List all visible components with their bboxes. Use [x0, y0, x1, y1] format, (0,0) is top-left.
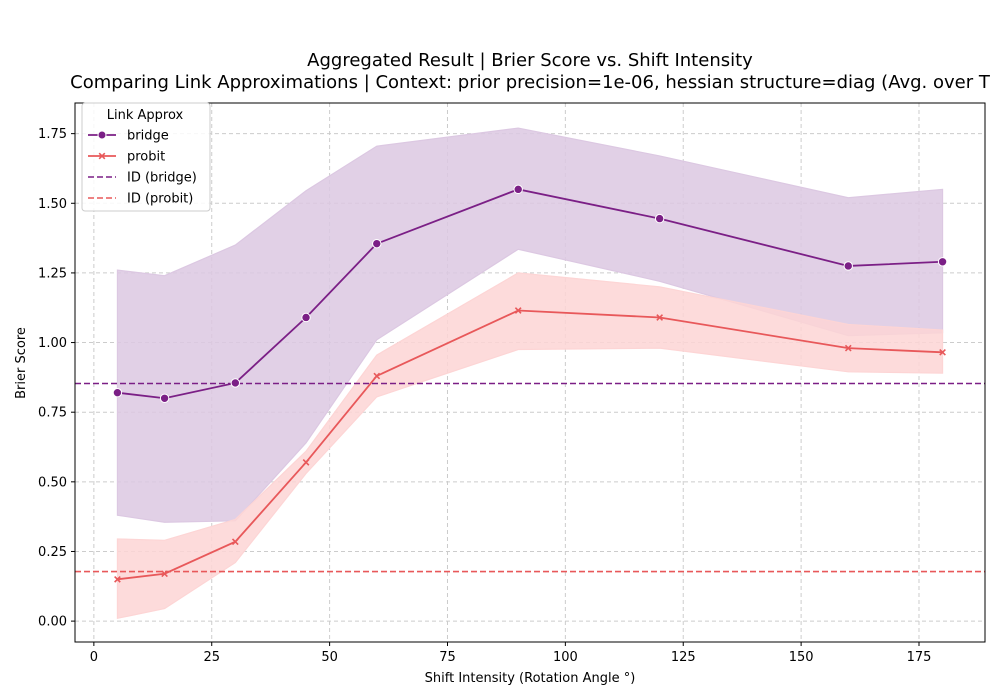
x-tick-label: 25 — [203, 650, 220, 665]
data-point-bridge — [230, 378, 241, 388]
data-point-probit — [161, 570, 168, 578]
legend-label: bridge — [127, 129, 169, 144]
data-point-bridge — [937, 257, 948, 267]
legend-label: ID (bridge) — [127, 171, 197, 186]
y-tick-label: 1.50 — [38, 197, 67, 212]
data-point-probit — [114, 575, 121, 583]
data-point-bridge — [654, 213, 665, 224]
data-point-probit — [302, 458, 310, 466]
legend-entry-id-probit: ID (probit) — [88, 192, 193, 207]
data-point-probit — [656, 314, 664, 321]
y-tick-label: 0.00 — [38, 615, 67, 630]
y-tick-label: 1.75 — [38, 127, 67, 142]
x-tick-label: 150 — [789, 650, 814, 665]
data-point-probit-stroke — [656, 314, 664, 321]
data-point-probit — [231, 538, 239, 546]
data-point-probit — [844, 344, 852, 352]
data-point-probit-stroke — [514, 307, 522, 314]
data-point-bridge — [159, 393, 170, 403]
y-tick-label: 0.75 — [38, 406, 67, 421]
x-axis-label: Shift Intensity (Rotation Angle °) — [425, 671, 636, 686]
x-tick-label: 175 — [907, 650, 932, 665]
chart-title: Aggregated Result | Brier Score vs. Shif… — [307, 50, 753, 71]
y-tick-label: 0.50 — [38, 475, 67, 490]
y-tick-label: 0.25 — [38, 545, 67, 560]
x-tick-label: 75 — [439, 650, 456, 665]
chart-subtitle: Comparing Link Approximations | Context:… — [70, 72, 991, 93]
data-point-probit-stroke — [939, 348, 946, 356]
data-point-probit-stroke — [844, 344, 852, 352]
data-point-probit — [373, 372, 381, 380]
legend-label: ID (probit) — [127, 192, 193, 207]
data-point-probit — [514, 307, 522, 314]
legend: Link Approx bridge probit ID (bridge) ID (pr… — [81, 102, 211, 212]
data-point-probit-stroke — [161, 570, 168, 578]
y-tick-label: 1.25 — [38, 266, 67, 281]
data-point-bridge — [372, 238, 382, 249]
data-point-probit-stroke — [373, 372, 381, 380]
confidence-band-probit — [116, 272, 944, 620]
data-point-probit-stroke — [114, 575, 121, 583]
legend-swatch-marker — [98, 152, 106, 160]
x-tick-label: 100 — [553, 650, 578, 665]
data-point-probit — [939, 348, 946, 356]
legend-entry-bridge: bridge — [88, 129, 169, 144]
data-point-bridge — [843, 261, 853, 271]
data-point-probit-stroke — [302, 458, 310, 466]
legend-swatch-marker — [97, 130, 107, 140]
data-point-bridge — [301, 312, 311, 323]
y-axis-label: Brier Score — [14, 327, 29, 399]
data-point-probit-stroke — [231, 538, 239, 546]
plot-area: 0 25 50 75 100 125 150 175 0.00 0.25 0.50 0.75 1.00 1… — [38, 102, 986, 665]
data-point-bridge — [513, 184, 523, 195]
data-point-bridge — [112, 387, 123, 398]
x-tick-label: 125 — [671, 650, 696, 665]
x-tick-label: 0 — [90, 650, 98, 665]
legend-box — [81, 102, 211, 212]
x-tick-label: 50 — [321, 650, 338, 665]
plot-frame — [74, 102, 986, 643]
legend-entry-probit: probit — [88, 150, 165, 165]
y-tick-label: 1.00 — [38, 336, 67, 351]
legend-title: Link Approx — [107, 108, 184, 123]
legend-entry-id-bridge: ID (bridge) — [88, 171, 197, 186]
legend-label: probit — [127, 150, 165, 165]
